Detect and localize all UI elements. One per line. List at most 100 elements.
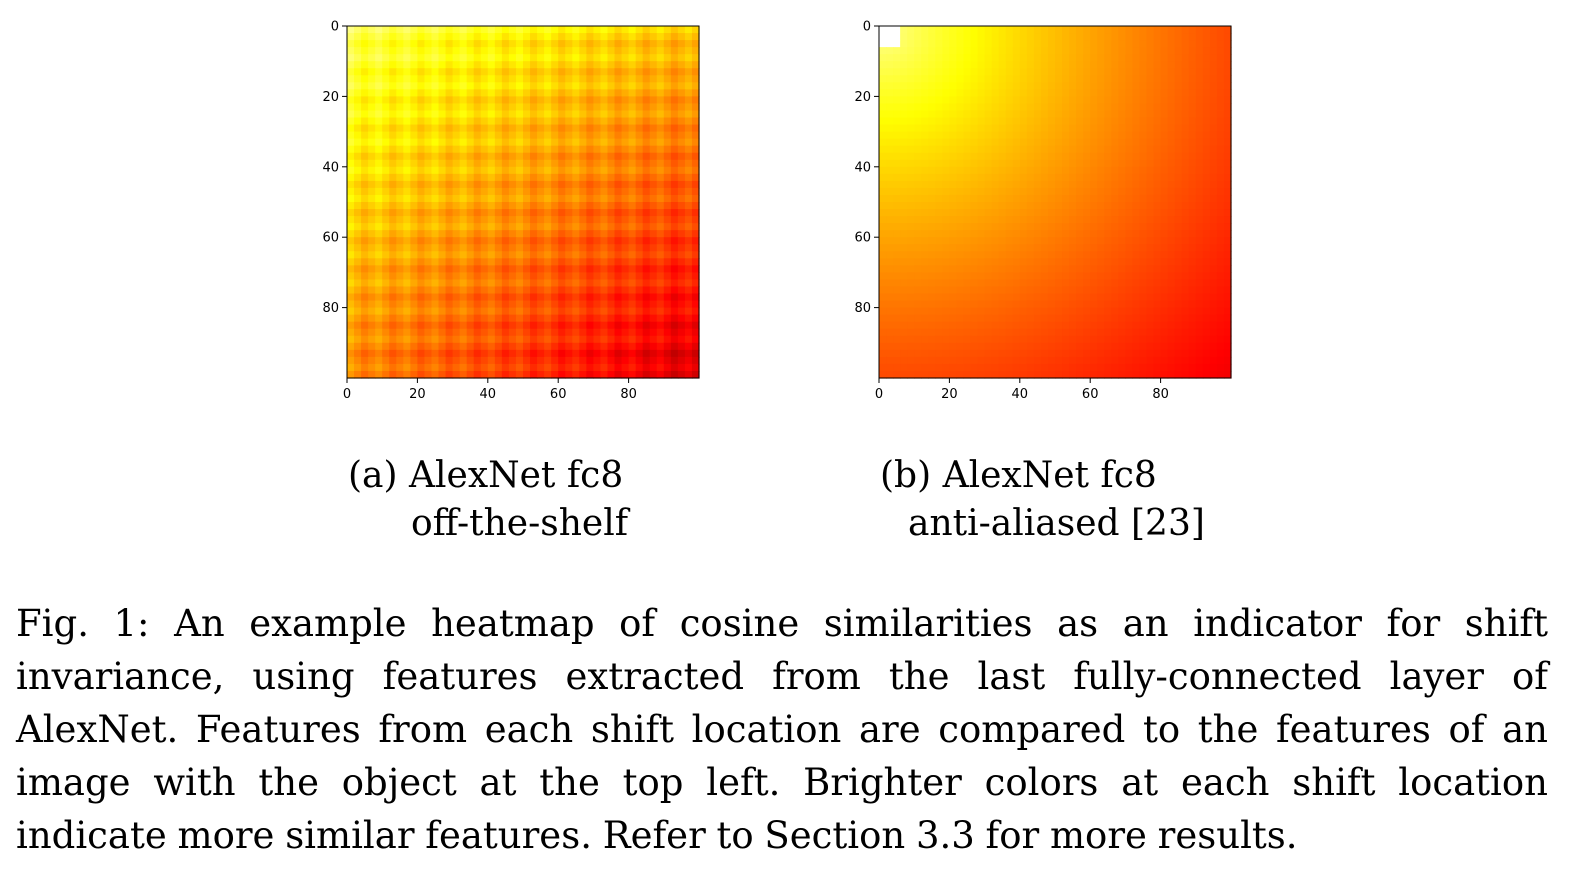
heatmap-cell: [1132, 96, 1141, 105]
heatmap-cell: [607, 82, 616, 90]
heatmap-cell: [935, 82, 943, 90]
heatmap-cell: [935, 75, 943, 83]
heatmap-cell: [586, 96, 594, 105]
heatmap-cell: [879, 293, 887, 302]
heatmap-cell: [656, 349, 665, 358]
heatmap-cell: [480, 223, 489, 231]
heatmap-cell: [998, 159, 1007, 168]
heatmap-cell: [963, 187, 972, 196]
heatmap-cell: [886, 33, 894, 41]
heatmap-cell: [579, 230, 587, 238]
heatmap-cell: [942, 110, 950, 119]
heatmap-cell: [551, 124, 559, 133]
heatmap-cell: [368, 342, 376, 351]
heatmap-cell: [628, 145, 637, 154]
heatmap-cell: [935, 26, 943, 34]
heatmap-cell: [1097, 230, 1105, 238]
heatmap-cell: [1118, 237, 1126, 245]
heatmap-cell: [523, 180, 531, 189]
heatmap-cell: [487, 307, 496, 316]
heatmap-cell: [494, 61, 503, 69]
heatmap-cell: [1202, 342, 1211, 351]
heatmap-cell: [921, 180, 929, 189]
heatmap-cell: [635, 145, 644, 154]
heatmap-cell: [558, 363, 566, 372]
heatmap-cell: [1069, 159, 1077, 168]
heatmap-cell: [375, 314, 383, 323]
heatmap-cell: [361, 328, 369, 337]
heatmap-cell: [928, 61, 936, 69]
heatmap-cell: [586, 265, 594, 273]
heatmap-cell: [579, 356, 587, 365]
heatmap-cell: [1118, 187, 1126, 196]
heatmap-cell: [921, 342, 929, 351]
heatmap-cell: [523, 187, 531, 196]
heatmap-cell: [900, 47, 908, 55]
heatmap-cell: [1012, 26, 1021, 34]
heatmap-cell: [1181, 251, 1190, 259]
heatmap-cell: [914, 230, 922, 238]
heatmap-cell: [1223, 300, 1232, 309]
heatmap-cell: [537, 223, 545, 231]
heatmap-cell: [501, 237, 510, 245]
heatmap-cell: [523, 82, 531, 90]
heatmap-cell: [893, 124, 901, 133]
heatmap-cell: [1181, 33, 1190, 41]
heatmap-cell: [621, 363, 630, 372]
heatmap-cell: [1209, 251, 1218, 259]
heatmap-cell: [1139, 103, 1148, 112]
heatmap-cell: [928, 307, 936, 316]
heatmap-cell: [628, 202, 637, 210]
heatmap-cell: [515, 159, 524, 168]
heatmap-cell: [1005, 258, 1014, 266]
heatmap-cell: [984, 96, 993, 105]
heatmap-cell: [942, 230, 950, 238]
heatmap-cell: [684, 194, 693, 203]
heatmap-cell: [1174, 321, 1183, 330]
heatmap-cell: [396, 40, 404, 48]
heatmap-cell: [614, 307, 623, 316]
heatmap-cell: [998, 138, 1007, 147]
heatmap-cell: [1146, 138, 1155, 147]
heatmap-cell: [494, 145, 503, 154]
heatmap-cell: [544, 321, 552, 330]
heatmap-cell: [382, 89, 390, 97]
heatmap-cell: [656, 173, 665, 182]
heatmap-cell: [389, 54, 397, 62]
heatmap-cell: [347, 131, 355, 140]
heatmap-cell: [466, 103, 475, 112]
heatmap-cell: [670, 356, 679, 365]
heatmap-cell: [565, 54, 573, 62]
heatmap-cell: [1069, 96, 1077, 105]
heatmap-cell: [1223, 363, 1232, 372]
heatmap-cell: [684, 286, 693, 295]
heatmap-cell: [691, 138, 700, 147]
heatmap-cell: [1026, 216, 1035, 224]
heatmap-cell: [893, 138, 901, 147]
heatmap-cell: [579, 159, 587, 168]
heatmap-cell: [487, 96, 496, 105]
heatmap-cell: [445, 33, 454, 41]
heatmap-cell: [628, 166, 637, 175]
heatmap-cell: [879, 251, 887, 259]
heatmap-cell: [1118, 166, 1126, 175]
heatmap-cell: [1209, 40, 1218, 48]
heatmap-cell: [621, 244, 630, 252]
heatmap-cell: [635, 89, 644, 97]
heatmap-cell: [670, 209, 679, 217]
heatmap-cell: [417, 75, 426, 83]
heatmap-cell: [649, 202, 658, 210]
heatmap-cell: [572, 209, 580, 217]
heatmap-cell: [1188, 216, 1197, 224]
heatmap-cell: [963, 26, 972, 34]
heatmap-cell: [347, 230, 355, 238]
heatmap-cell: [586, 202, 594, 210]
heatmap-cell: [1026, 124, 1035, 133]
heatmap-cell: [991, 152, 1000, 161]
heatmap-cell: [886, 194, 894, 203]
heatmap-cell: [368, 258, 376, 266]
heatmap-cell: [1040, 237, 1049, 245]
heatmap-cell: [1104, 202, 1112, 210]
heatmap-cell: [607, 342, 616, 351]
heatmap-cell: [1069, 356, 1077, 365]
